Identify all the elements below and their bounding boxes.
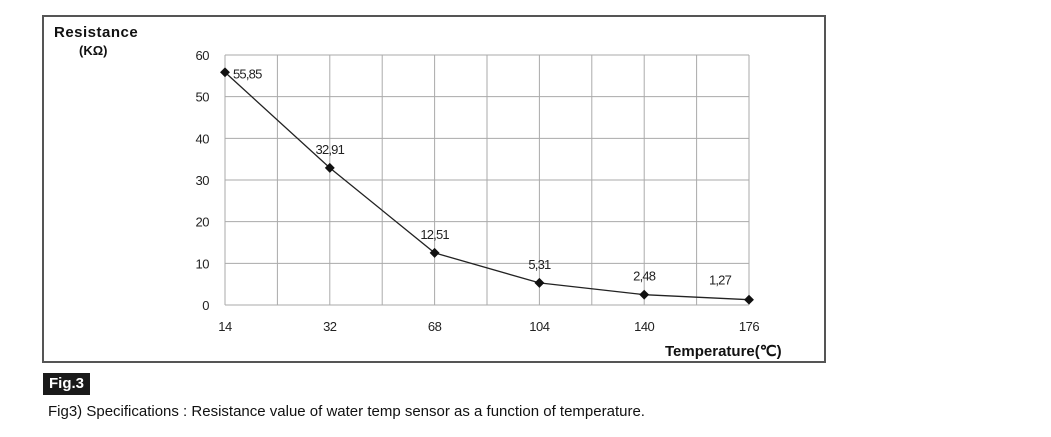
y-tick-label: 10 (196, 256, 210, 271)
data-point-marker (429, 247, 440, 258)
y-tick-label: 50 (196, 90, 210, 105)
x-tick-label: 14 (218, 319, 232, 334)
data-point-marker (220, 67, 230, 78)
series-line (224, 71, 750, 301)
data-point-marker (744, 294, 754, 305)
data-point-marker (639, 289, 650, 300)
data-label: 1,27 (709, 273, 732, 288)
x-tick-label: 176 (739, 319, 759, 334)
chart-frame: Resistance (KΩ) Temperature(℃) 0 10 20 30 40… (42, 15, 826, 363)
data-label: 12,51 (420, 227, 449, 242)
data-label: 55,85 (233, 66, 262, 81)
data-label: 2,48 (633, 269, 656, 284)
y-tick-label: 20 (196, 215, 210, 230)
y-tick-label: 0 (202, 298, 209, 313)
x-tick-label: 68 (428, 319, 442, 334)
data-point-marker (534, 277, 545, 288)
x-tick-label: 32 (323, 319, 337, 334)
x-tick-label: 140 (634, 319, 654, 334)
data-point-marker (324, 162, 335, 173)
y-tick-label: 40 (196, 131, 210, 146)
y-tick-label: 60 (196, 48, 210, 63)
line-chart: 0 10 20 30 40 50 60 14 32 68 104 140 176 55,85 32,91 12… (196, 48, 760, 334)
y-axis-unit: (KΩ) (79, 43, 108, 58)
y-axis-title: Resistance (54, 24, 139, 41)
x-axis-title: Temperature(℃) (665, 343, 782, 360)
y-tick-label: 30 (196, 173, 210, 188)
figure-caption: Fig3) Specifications : Resistance value … (48, 403, 645, 420)
data-label: 32,91 (316, 142, 345, 157)
data-label: 5,31 (528, 257, 551, 272)
figure-badge: Fig.3 (43, 373, 91, 395)
x-tick-label: 104 (529, 319, 549, 334)
